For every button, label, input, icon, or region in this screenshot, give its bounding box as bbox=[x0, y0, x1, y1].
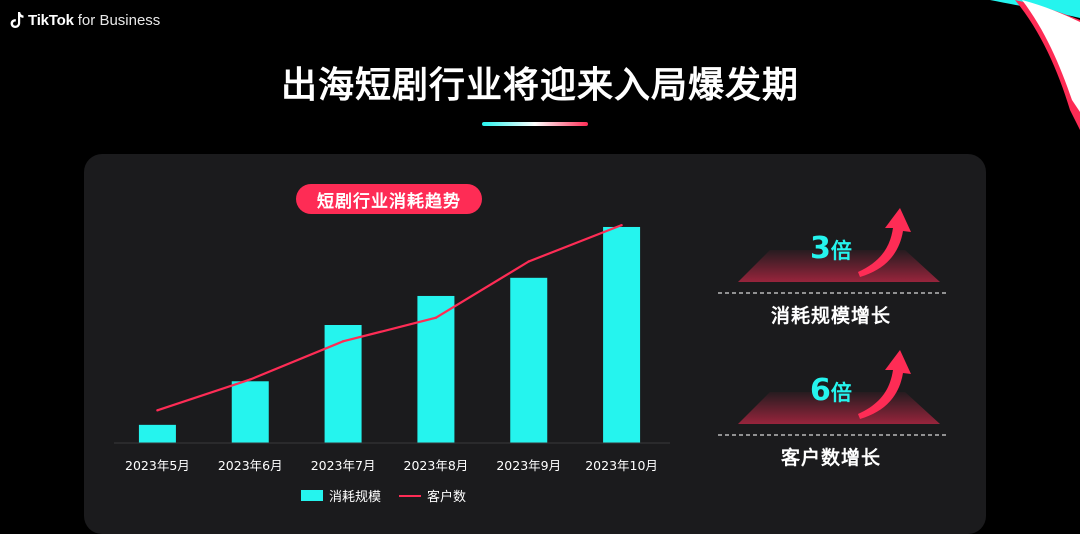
highlight-1-label: 消耗规模增长 bbox=[770, 305, 891, 327]
x-tick-label: 2023年9月 bbox=[496, 458, 561, 473]
line-point-1 bbox=[156, 409, 159, 412]
bar-1 bbox=[138, 424, 176, 443]
corner-decoration bbox=[990, 0, 1080, 130]
highlight-1-graphic bbox=[718, 208, 948, 294]
highlight-2-multiplier: 6倍 bbox=[810, 373, 852, 408]
line-point-6 bbox=[620, 223, 623, 227]
highlight-2-unit: 倍 bbox=[830, 381, 852, 405]
bar-6 bbox=[603, 226, 641, 443]
legend-label-line: 客户数 bbox=[427, 490, 467, 505]
consumption-trend-chart: 2023年5月 2023年6月 2023年7月 2023年8月 2023年9月 2023年… bbox=[114, 223, 670, 473]
legend-item-bar: 消耗规模 bbox=[301, 486, 381, 505]
line-point-2 bbox=[249, 378, 252, 381]
legend-bar-swatch bbox=[301, 490, 323, 501]
bar-5 bbox=[510, 277, 548, 443]
highlight-1-unit: 倍 bbox=[830, 239, 852, 263]
customer-count-line bbox=[157, 224, 622, 412]
highlight-2-number: 6 bbox=[810, 373, 831, 408]
chart-title-pill: 短剧行业消耗趋势 bbox=[296, 184, 482, 214]
bar-2 bbox=[231, 381, 269, 443]
line-point-4 bbox=[434, 316, 438, 319]
line-point-5 bbox=[527, 260, 530, 263]
highlight-2-label: 客户数增长 bbox=[780, 447, 881, 469]
highlight-2-graphic bbox=[718, 350, 948, 436]
legend-item-line: 客户数 bbox=[399, 486, 466, 505]
tiktok-note-icon bbox=[10, 12, 24, 28]
chart-legend: 消耗规模 客户数 bbox=[301, 486, 476, 505]
highlight-1-multiplier: 3倍 bbox=[810, 231, 852, 266]
x-tick-label: 2023年8月 bbox=[404, 458, 469, 473]
page-title: 出海短剧行业将迎来入局爆发期 bbox=[280, 65, 799, 106]
brand-suffix: for Business bbox=[77, 11, 161, 29]
x-tick-label: 2023年7月 bbox=[311, 458, 376, 473]
arrow-up-icon bbox=[858, 350, 911, 419]
legend-label-bar: 消耗规模 bbox=[329, 490, 382, 505]
bar-3 bbox=[324, 325, 362, 443]
legend-line-swatch bbox=[399, 494, 422, 497]
x-tick-label: 2023年5月 bbox=[125, 458, 190, 473]
tiktok-for-business-logo: TikTok for Business bbox=[10, 11, 160, 29]
line-point-3 bbox=[341, 340, 345, 343]
x-tick-label: 2023年10月 bbox=[585, 458, 658, 473]
highlight-graphics bbox=[718, 208, 948, 436]
arrow-up-icon bbox=[858, 208, 911, 277]
highlight-1-number: 3 bbox=[810, 231, 831, 266]
brand-name: TikTok bbox=[28, 11, 74, 29]
title-underline bbox=[482, 122, 588, 126]
x-tick-label: 2023年6月 bbox=[218, 458, 283, 473]
